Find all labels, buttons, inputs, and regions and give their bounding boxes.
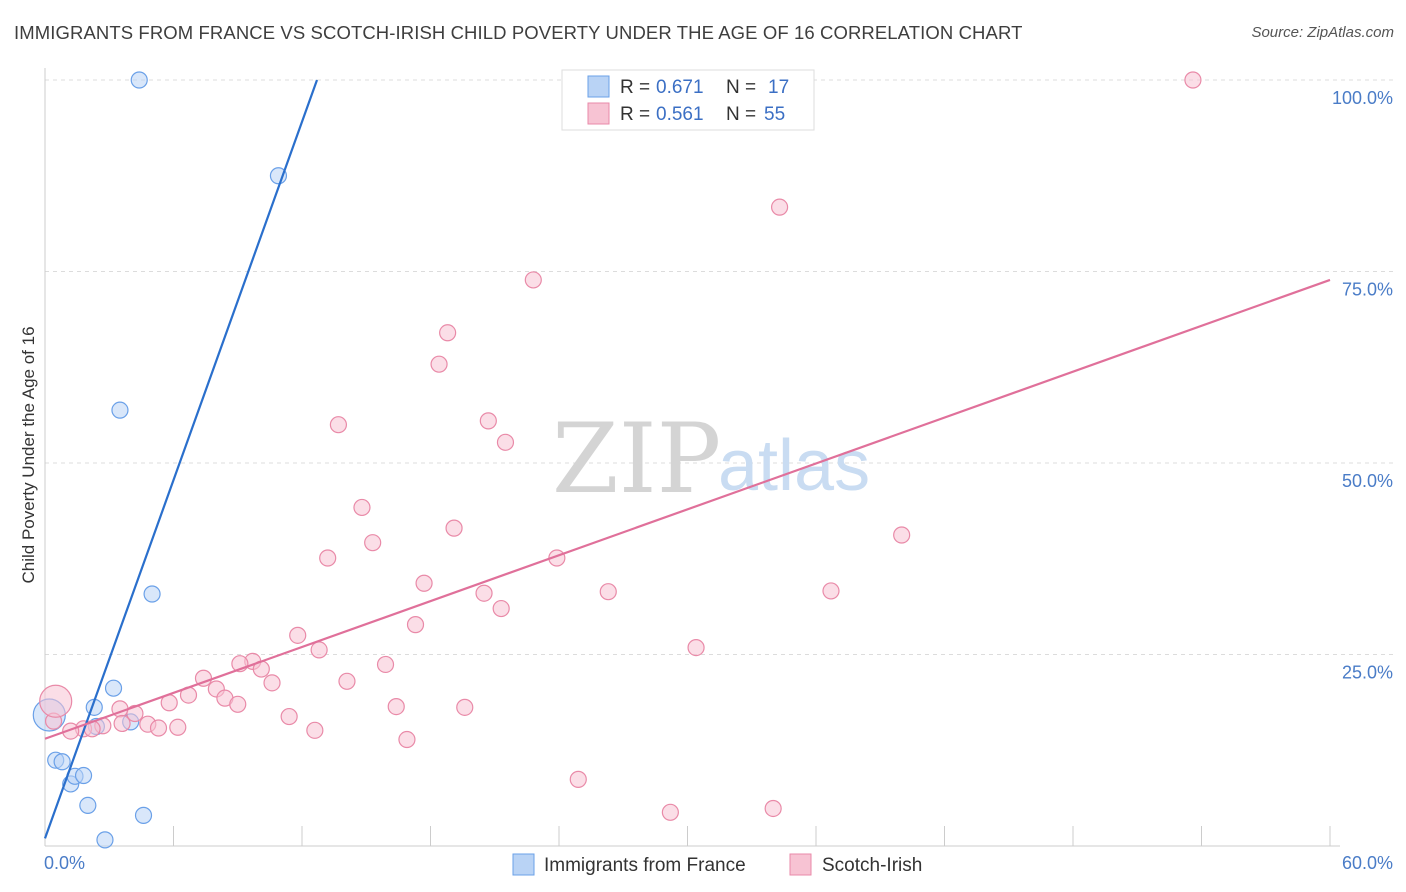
- series-swatch-scotch-irish: [789, 853, 812, 876]
- legend-swatch-pink: [587, 102, 610, 125]
- point-scotch-irish-49: [398, 730, 416, 749]
- point-france-14: [79, 796, 97, 815]
- series-swatch-france: [512, 853, 535, 876]
- point-scotch-irish-5: [329, 416, 348, 434]
- trend-lines: [43, 79, 1331, 839]
- point-scotch-irish-40: [306, 721, 324, 739]
- point-scotch-irish-39: [280, 707, 298, 726]
- point-scotch-irish-0: [1184, 71, 1202, 89]
- y-tick-labels: 25.0% 50.0% 75.0% 100.0%: [1332, 88, 1393, 683]
- point-france-13: [74, 766, 93, 785]
- y-tick-label-0: 25.0%: [1342, 663, 1393, 683]
- point-scotch-irish-8: [353, 498, 371, 517]
- point-scotch-irish-15: [475, 584, 493, 602]
- point-scotch-irish-3: [439, 324, 457, 342]
- trend-line-scotch-irish: [44, 278, 1331, 740]
- data-points: [32, 71, 1202, 849]
- point-scotch-irish-51: [661, 803, 679, 821]
- y-tick-label-2: 75.0%: [1342, 280, 1393, 300]
- legend-n-label-1: N =: [726, 77, 756, 98]
- point-scotch-irish-26: [376, 655, 395, 674]
- watermark-atlas: atlas: [718, 426, 870, 506]
- point-scotch-irish-7: [496, 433, 515, 451]
- point-france-15: [134, 806, 153, 824]
- watermark-zip: ZIP: [552, 403, 721, 515]
- point-scotch-irish-16: [599, 583, 617, 601]
- point-scotch-irish-10: [445, 519, 463, 537]
- y-tick-label-3: 100.0%: [1332, 88, 1393, 108]
- series-legend: Immigrants from France Scotch-Irish: [512, 853, 922, 876]
- x-tick-label-min: 0.0%: [44, 853, 85, 873]
- point-scotch-irish-17: [822, 582, 840, 600]
- point-scotch-irish-43: [149, 719, 168, 737]
- point-scotch-irish-50: [569, 770, 587, 788]
- legend-r-label-2: R =: [620, 104, 650, 125]
- y-axis-label: Child Poverty Under the Age of 16: [19, 326, 38, 583]
- point-france-0: [130, 71, 148, 89]
- point-france-4: [104, 679, 123, 697]
- point-scotch-irish-11: [319, 549, 337, 567]
- point-scotch-irish-14: [415, 574, 433, 592]
- chart-title: IMMIGRANTS FROM FRANCE VS SCOTCH-IRISH C…: [14, 22, 1023, 43]
- correlation-legend: R = 0.671 N = 17 R = 0.561 N = 55: [561, 69, 815, 131]
- trend-line-france: [43, 79, 319, 839]
- point-france-16: [96, 831, 114, 849]
- point-scotch-irish-52: [764, 799, 782, 818]
- grid-lines: [45, 79, 1393, 655]
- point-france-3: [143, 585, 161, 603]
- point-scotch-irish-34: [229, 695, 247, 713]
- y-tick-label-1: 50.0%: [1342, 471, 1393, 491]
- point-scotch-irish-21: [310, 641, 328, 659]
- point-scotch-irish-9: [364, 534, 382, 552]
- source-label: Source: ZipAtlas.com: [1251, 24, 1394, 41]
- legend-n-label-2: N =: [726, 104, 756, 125]
- x-tick-label-max: 60.0%: [1342, 853, 1393, 873]
- point-scotch-irish-22: [687, 639, 705, 657]
- series-label-scotch-irish: Scotch-Irish: [822, 855, 922, 876]
- point-scotch-irish-53: [39, 684, 73, 718]
- watermark: ZIP atlas: [552, 403, 870, 515]
- legend-r-label-1: R =: [620, 77, 650, 98]
- point-scotch-irish-18: [492, 599, 510, 618]
- point-france-10: [53, 753, 71, 771]
- point-scotch-irish-6: [479, 412, 497, 430]
- point-france-1: [269, 167, 288, 185]
- series-label-france: Immigrants from France: [544, 855, 746, 876]
- point-france-2: [111, 401, 129, 419]
- point-scotch-irish-30: [338, 672, 356, 690]
- axes: [44, 68, 1340, 847]
- legend-n-value-2: 55: [764, 104, 785, 125]
- legend-r-value-2: 0.561: [656, 104, 704, 125]
- point-scotch-irish-1: [770, 198, 789, 216]
- legend-n-value-1: 17: [768, 77, 789, 98]
- point-scotch-irish-19: [406, 616, 425, 634]
- point-scotch-irish-35: [387, 697, 405, 716]
- legend-r-value-1: 0.671: [656, 77, 704, 98]
- point-scotch-irish-36: [456, 698, 474, 716]
- point-scotch-irish-4: [430, 355, 448, 373]
- point-scotch-irish-13: [893, 526, 911, 544]
- point-scotch-irish-44: [169, 718, 187, 736]
- point-scotch-irish-20: [289, 626, 307, 644]
- point-scotch-irish-41: [113, 714, 131, 733]
- point-scotch-irish-2: [524, 271, 542, 289]
- legend-swatch-blue: [587, 75, 610, 98]
- point-scotch-irish-28: [263, 674, 281, 692]
